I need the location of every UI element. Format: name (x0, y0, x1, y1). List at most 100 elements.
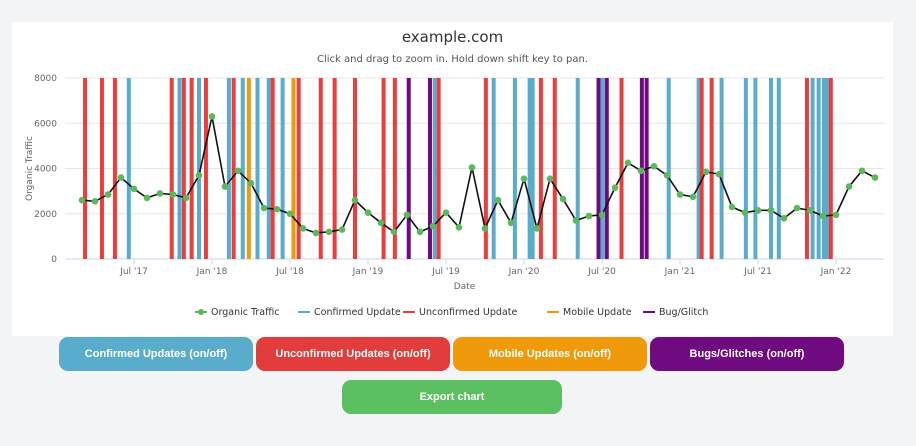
traffic-point (845, 183, 853, 190)
update-band-unconfirmed (270, 78, 275, 259)
update-band-unconfirmed (169, 78, 174, 259)
update-band-confirmed (666, 78, 671, 259)
update-band-confirmed (527, 78, 532, 259)
update-band-unconfirmed (332, 78, 337, 259)
traffic-point (494, 196, 502, 204)
traffic-point (780, 214, 788, 222)
update-band-unconfirmed (83, 78, 88, 259)
traffic-point (169, 191, 177, 198)
update-band-unconfirmed (296, 78, 301, 259)
update-band-confirmed (226, 78, 231, 259)
legend-item-confirmed[interactable]: Confirmed Update (314, 307, 401, 318)
traffic-point (364, 209, 372, 216)
update-band-unconfirmed (318, 78, 323, 259)
update-band-mobile (291, 78, 296, 259)
traffic-point (754, 207, 762, 214)
update-band-unconfirmed (181, 78, 186, 259)
y-tick-label: 8000 (34, 74, 57, 84)
traffic-point (351, 196, 359, 204)
x-tick-label: Jan '21 (664, 267, 696, 277)
update-band-unconfirmed (804, 78, 809, 259)
traffic-point (533, 225, 541, 232)
update-band-bug (427, 78, 432, 259)
update-band-unconfirmed (619, 78, 624, 259)
x-tick-label: Jan '22 (820, 267, 852, 277)
x-tick-label: Jan '19 (352, 267, 384, 277)
legend-item-unconfirmed[interactable]: Unconfirmed Update (419, 307, 517, 318)
x-axis-title: Date (454, 282, 476, 292)
traffic-point (208, 113, 216, 120)
traffic-point (663, 171, 671, 179)
x-tick-label: Jul '21 (743, 267, 772, 277)
update-band-confirmed (512, 78, 517, 259)
update-band-confirmed (776, 78, 781, 259)
x-tick-label: Jul '17 (119, 267, 148, 277)
toggle-confirmed-button[interactable]: Confirmed Updates (on/off) (59, 337, 253, 371)
traffic-point (377, 219, 385, 227)
update-band-confirmed (743, 78, 748, 259)
update-band-unconfirmed (436, 78, 441, 259)
x-tick-label: Jul '20 (587, 267, 616, 277)
x-tick-label: Jan '18 (196, 267, 228, 277)
update-band-confirmed (530, 78, 535, 259)
update-band-unconfirmed (231, 78, 236, 259)
y-tick-label: 4000 (34, 165, 57, 175)
traffic-point (871, 174, 879, 181)
traffic-point (559, 195, 567, 203)
traffic-point (520, 175, 528, 182)
update-band-confirmed (753, 78, 758, 259)
legend-item-mobile[interactable]: Mobile Update (563, 307, 632, 318)
traffic-point (572, 217, 580, 224)
traffic-point (858, 167, 866, 175)
traffic-point (130, 185, 138, 193)
export-chart-button[interactable]: Export chart (342, 380, 562, 414)
toggle-mobile-button[interactable]: Mobile Updates (on/off) (453, 337, 647, 371)
legend-item-bug[interactable]: Bug/Glitch (659, 307, 708, 318)
x-tick-label: Jul '19 (431, 267, 460, 277)
y-tick-label: 0 (51, 255, 57, 265)
traffic-point (390, 228, 398, 236)
traffic-point (182, 194, 190, 202)
update-band-confirmed (824, 78, 829, 259)
x-tick-label: Jan '20 (508, 267, 540, 277)
traffic-point (546, 175, 554, 182)
traffic-point (338, 226, 346, 233)
traffic-point (468, 164, 476, 171)
traffic-point (416, 228, 424, 236)
chart-card: 0 2000 4000 6000 8000 Organic Traffic Jul '17 J… (12, 22, 893, 336)
traffic-point (650, 162, 658, 170)
update-band-unconfirmed (538, 78, 543, 259)
traffic-point (676, 191, 684, 198)
toggle-unconfirmed-button[interactable]: Unconfirmed Updates (on/off) (256, 337, 450, 371)
traffic-point (195, 171, 203, 179)
update-band-unconfirmed (392, 78, 397, 259)
traffic-point (507, 219, 515, 227)
update-band-unconfirmed (483, 78, 488, 259)
update-band-unconfirmed (203, 78, 208, 259)
update-band-unconfirmed (381, 78, 386, 259)
update-band-bug (604, 78, 609, 259)
traffic-point (832, 211, 840, 219)
chart-subtitle: Click and drag to zoom in. Hold down shi… (317, 54, 588, 65)
chart-svg[interactable]: 0 2000 4000 6000 8000 Organic Traffic Jul '17 J… (12, 22, 893, 336)
legend-marker (198, 309, 204, 315)
toggle-bugs-button[interactable]: Bugs/Glitches (on/off) (650, 337, 844, 371)
update-band-confirmed (255, 78, 260, 259)
update-band-unconfirmed (709, 78, 714, 259)
update-band-confirmed (719, 78, 724, 259)
traffic-point (286, 210, 294, 218)
traffic-point (260, 204, 268, 212)
update-band-confirmed (575, 78, 580, 259)
traffic-point (715, 170, 723, 178)
y-tick-label: 2000 (34, 210, 57, 220)
traffic-point (143, 194, 151, 202)
traffic-point (429, 222, 437, 230)
update-band-confirmed (126, 78, 131, 259)
traffic-point (234, 167, 242, 175)
traffic-point (806, 207, 814, 214)
update-band-unconfirmed (699, 78, 704, 259)
traffic-point (689, 193, 697, 201)
legend-item-traffic[interactable]: Organic Traffic (211, 307, 280, 318)
update-band-confirmed (696, 78, 701, 259)
traffic-point (312, 229, 320, 237)
